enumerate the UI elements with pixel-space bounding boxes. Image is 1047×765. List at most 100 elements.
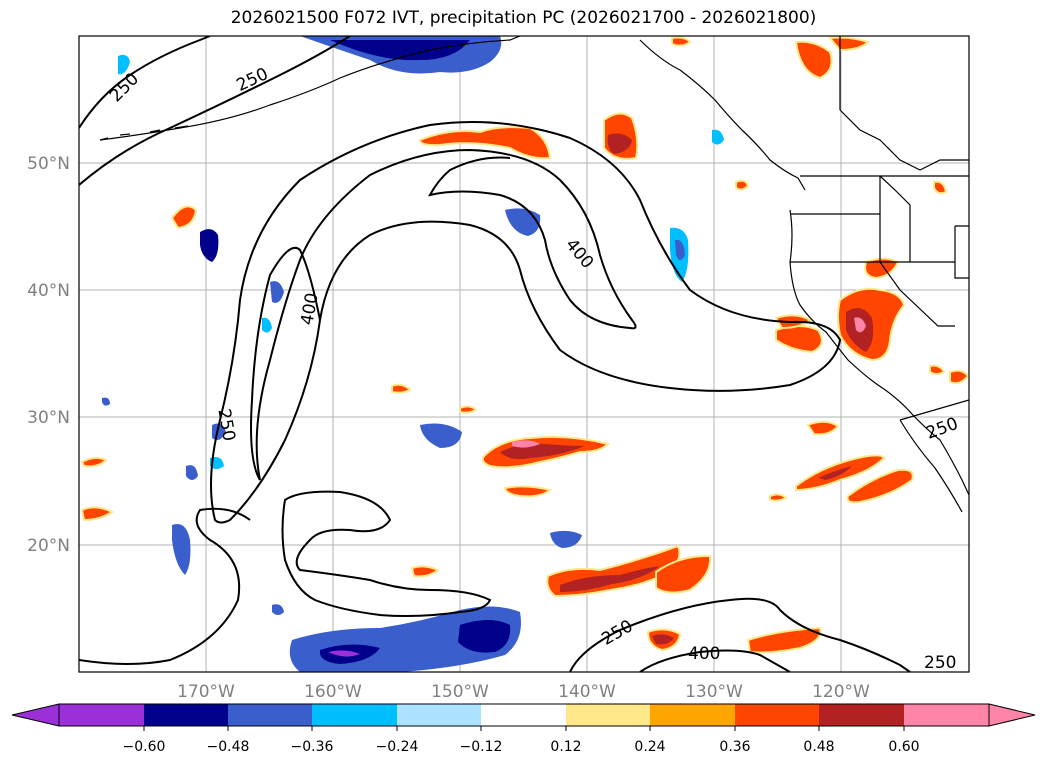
pos-anomaly-ca-peak — [854, 317, 866, 333]
pos-anomaly-west-2 — [80, 506, 114, 522]
pos-anomaly-30n-east — [806, 420, 840, 436]
pos-anomaly-27n-east-core — [818, 466, 852, 480]
neg-anomaly-170w — [200, 229, 219, 262]
colorbar-segment — [819, 704, 904, 726]
colorbar-ticks — [143, 726, 905, 731]
lon-labels: 170°W 160°W 150°W 140°W 130°W 120°W — [177, 682, 870, 702]
contour-250-south-west — [79, 507, 251, 665]
map-title: 2026021500 F072 IVT, precipitation PC (2… — [230, 8, 817, 28]
pos-anomaly-25n-center — [503, 485, 553, 498]
baja — [899, 419, 963, 513]
pos-anomaly-sm-g — [929, 364, 946, 375]
colorbar-segment — [312, 704, 397, 726]
pos-anomaly-sm-d — [735, 179, 750, 191]
colorbar-tick-label: −0.12 — [460, 739, 503, 755]
mexico-border — [899, 399, 969, 421]
lon-label-170w: 170°W — [177, 682, 235, 702]
lat-label-40n: 40°N — [27, 281, 70, 301]
contour-250-north — [79, 36, 351, 186]
neg-anomaly-north-pac — [118, 54, 130, 75]
positive-anomaly-fills — [80, 36, 969, 654]
contour-250-south-center — [281, 490, 492, 617]
colorbar-tick-labels: −0.60 −0.48 −0.36 −0.24 −0.12 0.12 0.24 … — [123, 739, 920, 755]
colorbar-segment — [566, 704, 650, 726]
neg-anomaly-165w — [262, 317, 272, 333]
contour-250-jet-outer — [210, 121, 842, 524]
contour-400-jet-inner — [255, 148, 637, 481]
colorbar-tick-label: −0.48 — [207, 739, 250, 755]
pos-anomaly-sm-h — [769, 493, 788, 502]
contour-400-jet-inner-2 — [250, 246, 321, 481]
lat-label-30n: 30°N — [27, 408, 70, 428]
alaska-coast — [99, 36, 521, 141]
colorbar-segment — [397, 704, 481, 726]
colorbar-frame — [58, 703, 990, 727]
colorbar-tick-label: 0.36 — [719, 739, 750, 755]
pos-anomaly-18n-core — [560, 566, 660, 592]
colorbar-segment — [144, 704, 228, 726]
map-frame — [78, 35, 970, 673]
canada-interior — [839, 109, 969, 171]
lon-label-130w: 130°W — [685, 682, 743, 702]
colorbar: −0.60 −0.48 −0.36 −0.24 −0.12 0.12 0.24 … — [11, 703, 1036, 755]
colorbar-extend-max — [988, 703, 1036, 727]
negative-anomaly-fills — [102, 36, 724, 672]
pos-anomaly-24n-east — [846, 468, 914, 504]
pos-anomaly-12n-core — [652, 634, 674, 645]
pos-anomaly-sm-c — [459, 405, 478, 414]
neg-anomaly-south-core-1 — [458, 620, 511, 653]
neg-anomaly-160w — [270, 281, 284, 303]
contour-250-nw — [79, 36, 211, 129]
colorbar-tick-label: −0.36 — [291, 739, 334, 755]
colorbar-tick-label: 0.48 — [803, 739, 834, 755]
pos-anomaly-west-1 — [80, 456, 108, 468]
colorbar-segment — [650, 704, 735, 726]
neg-anomaly-155w — [272, 604, 284, 615]
colorbar-segment — [904, 704, 989, 726]
pos-anomaly-bc-1-core — [607, 133, 632, 154]
pos-anomaly-ne-arc — [418, 126, 552, 160]
colorbar-extend-min — [11, 703, 60, 727]
lon-label-150w: 150°W — [431, 682, 489, 702]
pos-anomaly-ca-north — [864, 257, 900, 280]
lon-label-120w: 120°W — [812, 682, 870, 702]
colorbar-tick-label: 0.24 — [634, 739, 665, 755]
neg-anomaly-south-purple — [328, 650, 360, 657]
pos-anomaly-sm-e — [933, 180, 948, 195]
lat-labels: 50°N 40°N 30°N 20°N — [27, 154, 70, 556]
graticule — [79, 36, 969, 672]
contour-400-south-east — [639, 649, 791, 672]
pos-anomaly-ne-corner-3 — [671, 36, 692, 47]
lon-label-140w: 140°W — [558, 682, 616, 702]
state-border-id — [879, 175, 911, 262]
neg-anomaly-20n-blob — [550, 530, 582, 548]
state-border-ut — [954, 225, 969, 279]
pos-anomaly-30n-peak — [512, 440, 540, 448]
neg-anomaly-bc-coast — [712, 129, 724, 145]
colorbar-segment — [481, 704, 566, 726]
neg-anomaly-sm1 — [102, 397, 110, 406]
colorbar-segment — [59, 704, 144, 726]
lat-label-20n: 20°N — [27, 536, 70, 556]
neg-anomaly-west-strip — [172, 524, 191, 575]
pos-anomaly-ne-corner — [794, 40, 833, 80]
pos-anomaly-12n-east — [746, 626, 822, 654]
lon-label-160w: 160°W — [304, 682, 362, 702]
pos-anomaly-sm-a — [410, 565, 440, 578]
colorbar-tick-label: 0.12 — [550, 739, 581, 755]
aleutians — [99, 125, 189, 141]
pos-anomaly-sm-b — [391, 383, 412, 394]
pos-anomaly-sm-f — [949, 369, 969, 385]
state-border-nv — [879, 214, 955, 327]
colorbar-tick-label: −0.24 — [376, 739, 419, 755]
us-west-coast — [789, 209, 969, 496]
colorbar-tick-label: 0.60 — [888, 739, 919, 755]
lat-label-50n: 50°N — [27, 154, 70, 174]
pos-anomaly-170w — [170, 205, 198, 230]
contour-label: 250 — [924, 653, 956, 673]
colorbar-segment — [228, 704, 312, 726]
neg-anomaly-sm2 — [186, 465, 198, 480]
colorbar-tick-label: −0.60 — [123, 739, 166, 755]
neg-anomaly-west-coast-core — [675, 239, 685, 260]
